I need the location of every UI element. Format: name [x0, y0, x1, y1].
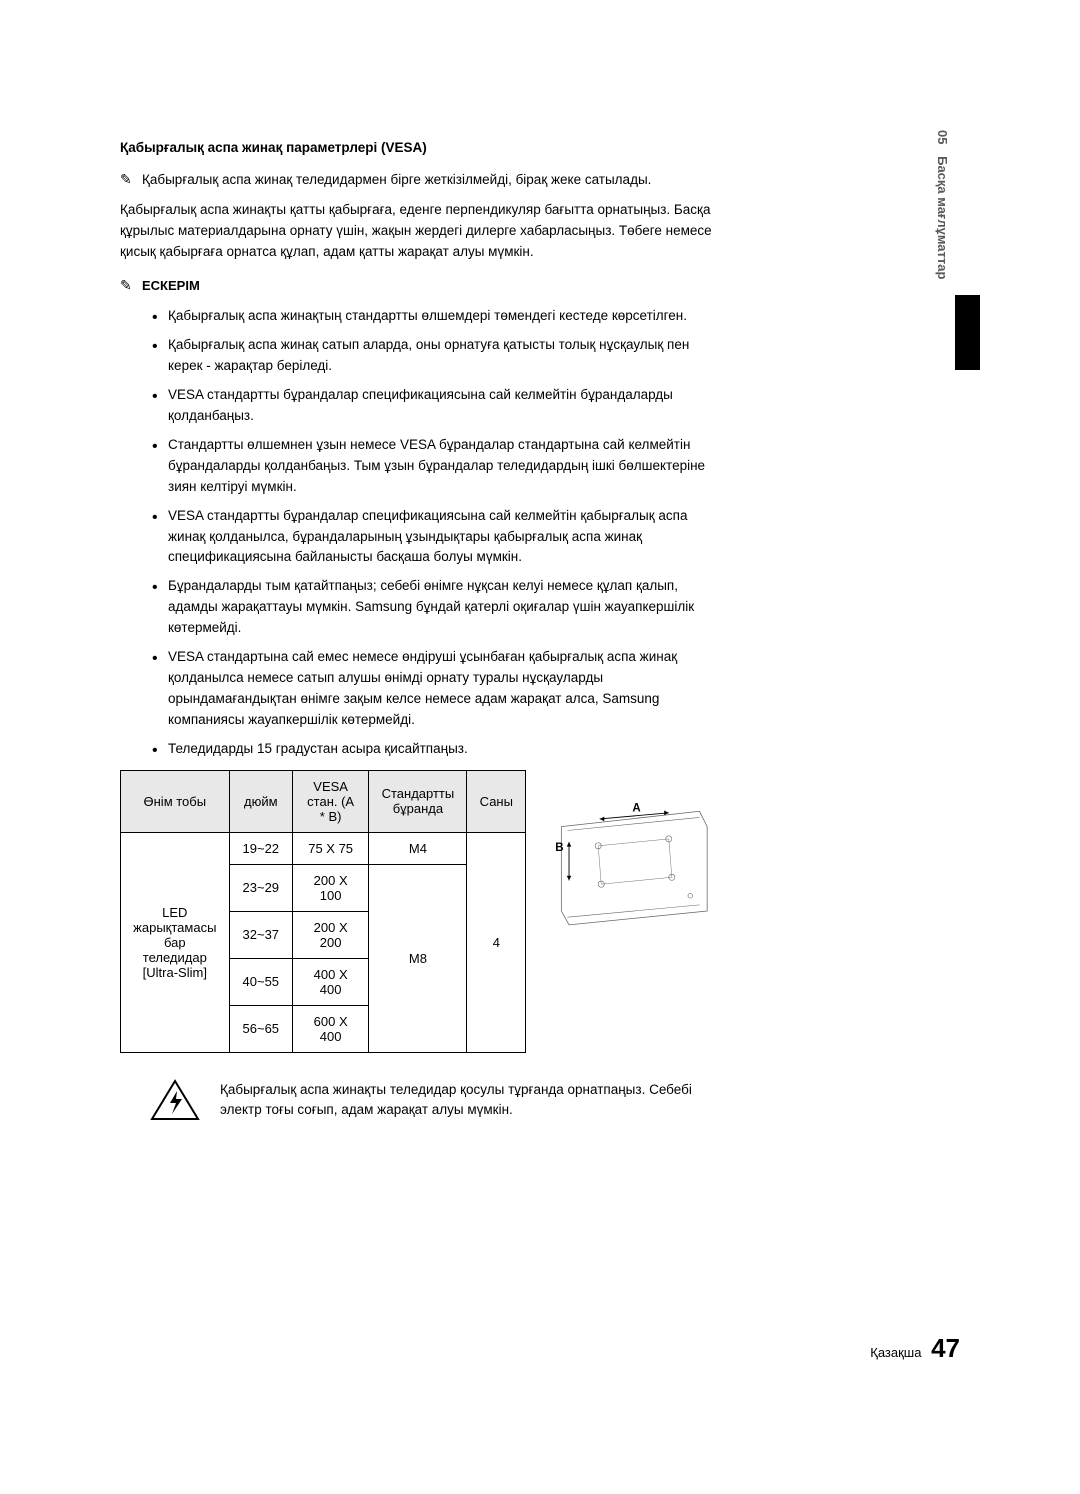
- table-header: VESA стан. (A * B): [292, 770, 368, 832]
- table-cell: 19~22: [229, 832, 292, 864]
- note-icon-2: ✎: [120, 275, 142, 296]
- vesa-table: Өнім тобы дюйм VESA стан. (A * B) Станда…: [120, 770, 526, 1053]
- table-row: LED жарықтамасы бар теледидар [Ultra-Sli…: [121, 832, 526, 864]
- shock-warning-icon: [150, 1079, 200, 1121]
- table-cell: 56~65: [229, 1005, 292, 1052]
- list-item: Стандартты өлшемнен ұзын немесе VESA бұр…: [168, 435, 715, 498]
- page-footer: Қазақша 47: [870, 1333, 960, 1364]
- list-item: VESA стандартты бұрандалар спецификацияс…: [168, 506, 715, 569]
- table-cell: 23~29: [229, 864, 292, 911]
- footer-page: 47: [931, 1333, 960, 1363]
- footer-lang: Қазақша: [870, 1345, 921, 1360]
- side-black-bar: [955, 295, 980, 370]
- table-cell: 4: [467, 832, 526, 1052]
- table-cell: 200 X 100: [292, 864, 368, 911]
- list-item: Қабырғалық аспа жинақ сатып аларда, оны …: [168, 335, 715, 377]
- note-header: ЕСКЕРІМ: [142, 278, 200, 293]
- table-wrap: Өнім тобы дюйм VESA стан. (A * B) Станда…: [120, 770, 715, 1053]
- intro-note: ✎Қабырғалық аспа жинақ теледидармен бірг…: [120, 169, 715, 190]
- side-tab-label: Басқа мағлұматтар: [935, 156, 950, 279]
- note-icon: ✎: [120, 169, 142, 190]
- table-cell: 32~37: [229, 911, 292, 958]
- note-header-line: ✎ЕСКЕРІМ: [120, 275, 715, 296]
- body-paragraph: Қабырғалық аспа жинақты қатты қабырғаға,…: [120, 200, 715, 263]
- table-cell: 600 X 400: [292, 1005, 368, 1052]
- side-tab: 05 Басқа мағлұматтар: [935, 130, 950, 279]
- intro-note-text: Қабырғалық аспа жинақ теледидармен бірге…: [142, 172, 651, 187]
- list-item: Теледидарды 15 градустан асыра қисайтпаң…: [168, 739, 715, 760]
- side-tab-num: 05: [935, 130, 950, 144]
- table-row: Өнім тобы дюйм VESA стан. (A * B) Станда…: [121, 770, 526, 832]
- table-cell: M8: [369, 864, 467, 1052]
- table-cell: 400 X 400: [292, 958, 368, 1005]
- table-header: дюйм: [229, 770, 292, 832]
- diagram-label-b: B: [555, 842, 563, 854]
- warning-text: Қабырғалық аспа жинақты теледидар қосулы…: [220, 1080, 715, 1121]
- table-cell: LED жарықтамасы бар теледидар [Ultra-Sli…: [121, 832, 230, 1052]
- table-cell: M4: [369, 832, 467, 864]
- table-cell: 75 X 75: [292, 832, 368, 864]
- table-cell: 200 X 200: [292, 911, 368, 958]
- table-header: Өнім тобы: [121, 770, 230, 832]
- list-item: VESA стандартына сай емес немесе өндіруш…: [168, 647, 715, 731]
- section-title: Қабырғалық аспа жинақ параметрлері (VESA…: [120, 140, 715, 155]
- table-header: Стандартты бұранда: [369, 770, 467, 832]
- vesa-diagram: A B: [546, 790, 715, 940]
- list-item: Бұрандаларды тым қатайтпаңыз; себебі өні…: [168, 576, 715, 639]
- list-item: Қабырғалық аспа жинақтың стандартты өлше…: [168, 306, 715, 327]
- list-item: VESA стандартты бұрандалар спецификацияс…: [168, 385, 715, 427]
- table-cell: 40~55: [229, 958, 292, 1005]
- bullet-list: Қабырғалық аспа жинақтың стандартты өлше…: [120, 306, 715, 760]
- page-content: Қабырғалық аспа жинақ параметрлері (VESA…: [0, 0, 835, 1125]
- table-header: Саны: [467, 770, 526, 832]
- diagram-label-a: A: [633, 802, 641, 814]
- warning-box: Қабырғалық аспа жинақты теледидар қосулы…: [120, 1075, 715, 1125]
